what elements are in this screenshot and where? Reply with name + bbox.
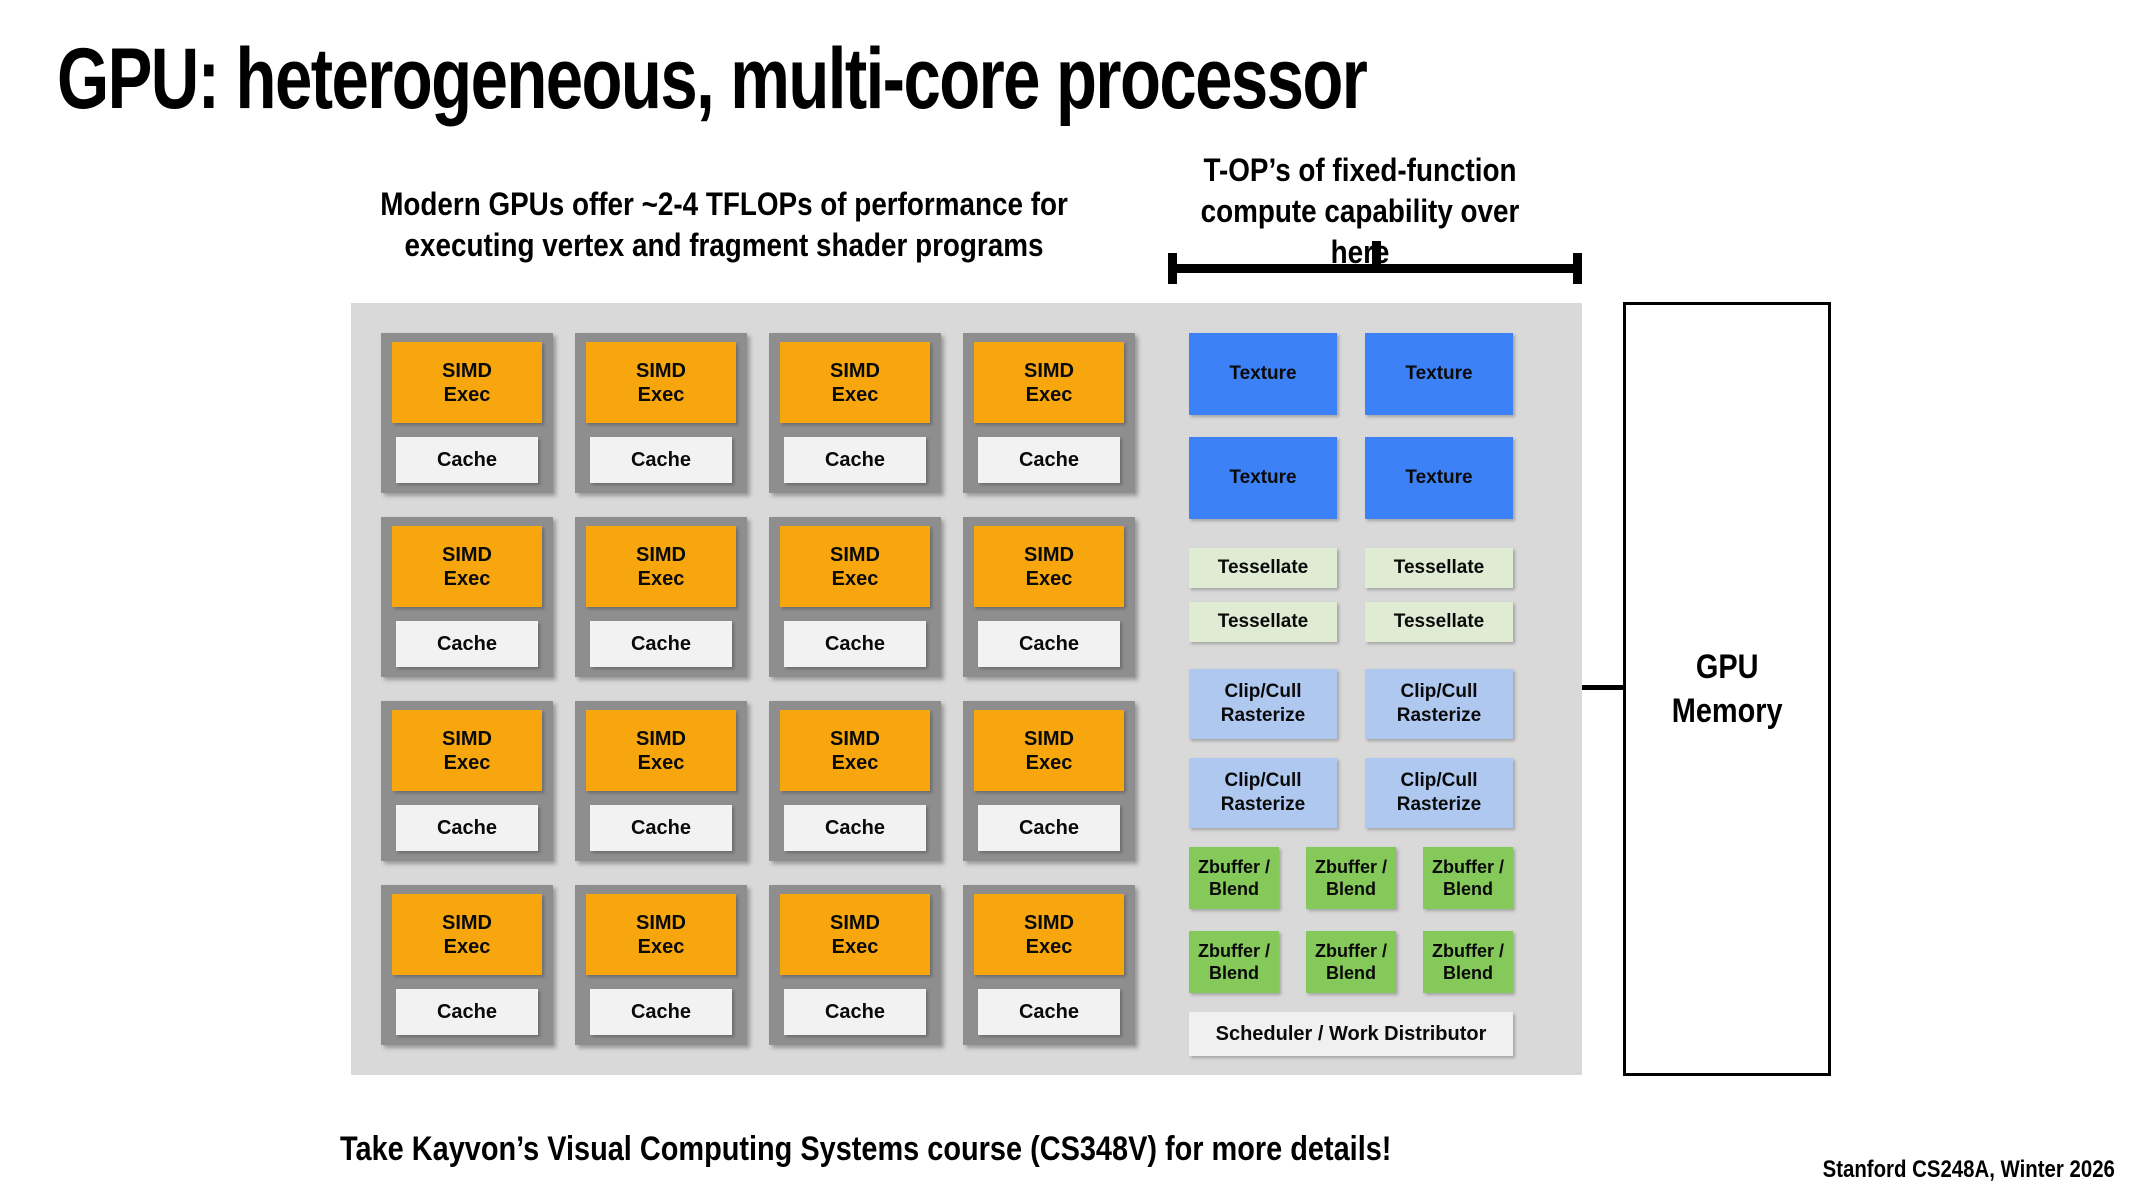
cache-block: Cache — [590, 621, 732, 667]
tessellate-unit: Tessellate — [1365, 548, 1513, 588]
texture-unit: Texture — [1365, 333, 1513, 415]
tessellate-unit: Tessellate — [1365, 602, 1513, 642]
gpu-core: SIMD Exec Cache — [575, 701, 747, 861]
zbuffer-blend-unit: Zbuffer / Blend — [1306, 931, 1396, 993]
zbuffer-row: Zbuffer / Blend Zbuffer / Blend Zbuffer … — [1189, 847, 1513, 909]
bracket-center-tick — [1372, 241, 1381, 267]
clip-cull-rasterize-unit: Clip/Cull Rasterize — [1365, 758, 1513, 828]
clip-cull-row: Clip/Cull Rasterize Clip/Cull Rasterize — [1189, 669, 1513, 739]
simd-exec-block: SIMD Exec — [586, 342, 736, 423]
zbuffer-blend-unit: Zbuffer / Blend — [1189, 847, 1279, 909]
cache-block: Cache — [396, 437, 538, 483]
gpu-core: SIMD Exec Cache — [769, 333, 941, 493]
simd-exec-block: SIMD Exec — [392, 526, 542, 607]
texture-row: Texture Texture — [1189, 333, 1513, 415]
cache-block: Cache — [784, 621, 926, 667]
gpu-memory-label: GPU Memory — [1671, 647, 1783, 730]
memory-bus-line — [1582, 685, 1623, 690]
simd-exec-block: SIMD Exec — [780, 342, 930, 423]
cache-block: Cache — [978, 437, 1120, 483]
texture-unit: Texture — [1189, 333, 1337, 415]
texture-unit: Texture — [1365, 437, 1513, 519]
gpu-core: SIMD Exec Cache — [575, 333, 747, 493]
simd-exec-block: SIMD Exec — [586, 526, 736, 607]
bracket-left-cap — [1168, 253, 1177, 284]
simd-exec-block: SIMD Exec — [392, 894, 542, 975]
simd-exec-block: SIMD Exec — [780, 710, 930, 791]
gpu-memory-box: GPU Memory — [1623, 302, 1831, 1076]
clip-cull-row: Clip/Cull Rasterize Clip/Cull Rasterize — [1189, 758, 1513, 828]
bracket-right-cap — [1573, 253, 1582, 284]
cache-block: Cache — [396, 989, 538, 1035]
simd-exec-block: SIMD Exec — [780, 894, 930, 975]
gpu-core: SIMD Exec Cache — [381, 885, 553, 1045]
page-title: GPU: heterogeneous, multi-core processor — [57, 31, 1368, 127]
tessellate-row: Tessellate Tessellate — [1189, 602, 1513, 642]
gpu-core: SIMD Exec Cache — [963, 885, 1135, 1045]
gpu-core: SIMD Exec Cache — [769, 885, 941, 1045]
cache-block: Cache — [784, 989, 926, 1035]
bracket-line — [1170, 264, 1580, 273]
zbuffer-blend-unit: Zbuffer / Blend — [1423, 847, 1513, 909]
zbuffer-row: Zbuffer / Blend Zbuffer / Blend Zbuffer … — [1189, 931, 1513, 993]
simd-exec-block: SIMD Exec — [974, 894, 1124, 975]
simd-exec-block: SIMD Exec — [974, 526, 1124, 607]
cores-grid: SIMD Exec Cache SIMD Exec Cache SIMD Exe… — [381, 333, 1135, 1045]
gpu-core: SIMD Exec Cache — [769, 701, 941, 861]
clip-cull-rasterize-unit: Clip/Cull Rasterize — [1189, 758, 1337, 828]
tessellate-row: Tessellate Tessellate — [1189, 548, 1513, 588]
scheduler-block: Scheduler / Work Distributor — [1189, 1012, 1513, 1056]
cache-block: Cache — [978, 805, 1120, 851]
gpu-core: SIMD Exec Cache — [575, 517, 747, 677]
simd-exec-block: SIMD Exec — [392, 710, 542, 791]
gpu-core: SIMD Exec Cache — [381, 517, 553, 677]
cache-block: Cache — [784, 437, 926, 483]
gpu-core: SIMD Exec Cache — [963, 701, 1135, 861]
zbuffer-blend-unit: Zbuffer / Blend — [1423, 931, 1513, 993]
shader-performance-note: Modern GPUs offer ~2-4 TFLOPs of perform… — [380, 186, 1068, 263]
texture-unit: Texture — [1189, 437, 1337, 519]
clip-cull-rasterize-unit: Clip/Cull Rasterize — [1189, 669, 1337, 739]
clip-cull-rasterize-unit: Clip/Cull Rasterize — [1365, 669, 1513, 739]
zbuffer-blend-unit: Zbuffer / Blend — [1306, 847, 1396, 909]
zbuffer-blend-unit: Zbuffer / Blend — [1189, 931, 1279, 993]
gpu-core: SIMD Exec Cache — [381, 701, 553, 861]
cache-block: Cache — [396, 621, 538, 667]
simd-exec-block: SIMD Exec — [780, 526, 930, 607]
cache-block: Cache — [978, 989, 1120, 1035]
cache-block: Cache — [396, 805, 538, 851]
footer-note: Take Kayvon’s Visual Computing Systems c… — [340, 1130, 1392, 1168]
texture-row: Texture Texture — [1189, 437, 1513, 519]
course-credit: Stanford CS248A, Winter 2026 — [1822, 1156, 2115, 1183]
tessellate-unit: Tessellate — [1189, 548, 1337, 588]
simd-exec-block: SIMD Exec — [974, 710, 1124, 791]
fixed-function-column: Texture Texture Texture Texture Tessella… — [1189, 333, 1513, 1056]
simd-exec-block: SIMD Exec — [974, 342, 1124, 423]
gpu-core: SIMD Exec Cache — [381, 333, 553, 493]
cache-block: Cache — [590, 989, 732, 1035]
simd-exec-block: SIMD Exec — [586, 710, 736, 791]
simd-exec-block: SIMD Exec — [392, 342, 542, 423]
simd-exec-block: SIMD Exec — [586, 894, 736, 975]
gpu-core: SIMD Exec Cache — [575, 885, 747, 1045]
gpu-core: SIMD Exec Cache — [963, 333, 1135, 493]
cache-block: Cache — [784, 805, 926, 851]
cache-block: Cache — [978, 621, 1120, 667]
tessellate-unit: Tessellate — [1189, 602, 1337, 642]
gpu-core: SIMD Exec Cache — [963, 517, 1135, 677]
fixed-function-note: T-OP’s of fixed-function compute capabil… — [1200, 152, 1520, 270]
cache-block: Cache — [590, 437, 732, 483]
cache-block: Cache — [590, 805, 732, 851]
gpu-core: SIMD Exec Cache — [769, 517, 941, 677]
